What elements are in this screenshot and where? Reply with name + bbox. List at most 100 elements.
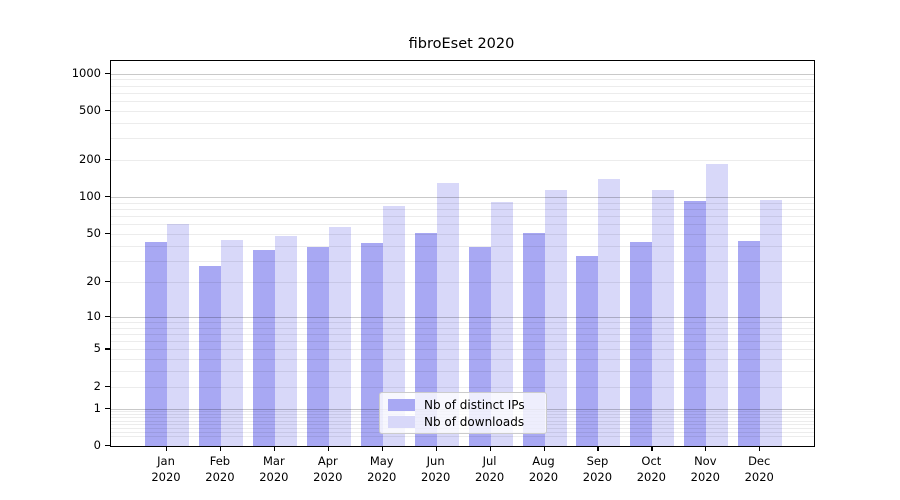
- legend: Nb of distinct IPs Nb of downloads: [379, 392, 547, 434]
- y-axis-tick: [105, 280, 110, 283]
- legend-swatch-downloads: [388, 415, 415, 428]
- y-axis-tick-label: 5: [93, 341, 101, 356]
- plot-area: [110, 60, 815, 447]
- bar-distinct-ips: [684, 201, 707, 446]
- y-axis-tick: [105, 407, 110, 409]
- gridline-minor: [111, 386, 814, 388]
- legend-item-distinct-ips: Nb of distinct IPs: [388, 398, 538, 412]
- x-axis-tick: [543, 446, 545, 451]
- gridline-minor: [111, 359, 814, 361]
- y-axis-tick-label: 10: [86, 308, 101, 323]
- y-axis-tick: [105, 159, 110, 161]
- y-axis-tick-label: 100: [79, 189, 101, 204]
- x-axis-tick-label: May 2020: [367, 454, 397, 484]
- x-axis-tick: [705, 446, 707, 451]
- y-axis-tick-label: 0: [93, 438, 101, 452]
- x-axis-tick: [327, 446, 329, 451]
- gridline-minor: [111, 245, 814, 247]
- bar-downloads: [706, 164, 729, 446]
- gridline-minor: [111, 160, 814, 162]
- gridline-minor: [111, 436, 814, 438]
- y-axis-tick-label: 200: [79, 152, 101, 167]
- bar-downloads: [382, 205, 405, 446]
- y-axis-tick: [105, 348, 110, 350]
- x-axis-tick-label: Aug 2020: [528, 454, 559, 484]
- y-axis-tick: [105, 233, 110, 235]
- x-axis-tick-label: Dec 2020: [744, 454, 774, 484]
- x-axis-tick: [273, 446, 276, 451]
- y-axis-tick-label: 500: [79, 102, 101, 117]
- x-axis-tick-label: Jan 2020: [151, 454, 181, 484]
- bar-distinct-ips: [252, 249, 275, 446]
- y-axis-tick-label: 2: [93, 378, 101, 393]
- y-axis-tick: [105, 315, 110, 317]
- y-axis-tick-label: 1: [93, 400, 101, 415]
- x-axis-tick: [489, 446, 491, 451]
- legend-swatch-distinct-ips: [388, 398, 415, 411]
- gridline-minor: [111, 260, 814, 262]
- x-axis-tick: [597, 446, 599, 451]
- bar-distinct-ips: [198, 266, 221, 446]
- gridline-minor: [111, 327, 814, 329]
- x-axis-tick-label: Apr 2020: [313, 454, 343, 484]
- bar-downloads: [652, 190, 675, 446]
- x-axis-tick-label: Sep 2020: [582, 454, 613, 484]
- bar-distinct-ips: [738, 240, 761, 446]
- bar-downloads: [436, 183, 459, 446]
- x-axis-tick: [381, 446, 383, 451]
- gridline-minor: [111, 138, 814, 140]
- bar-distinct-ips: [145, 242, 167, 446]
- gridline-minor: [111, 341, 814, 343]
- y-axis-tick: [105, 196, 110, 198]
- x-axis-tick: [435, 446, 437, 451]
- y-axis-tick-label: 50: [86, 226, 101, 241]
- x-axis-tick-label: Nov 2020: [690, 454, 720, 484]
- gridline-minor: [111, 122, 814, 124]
- y-axis-tick: [105, 72, 110, 74]
- gridline-minor: [111, 101, 814, 103]
- x-axis-tick: [759, 446, 761, 451]
- gridline-minor: [111, 321, 814, 323]
- legend-label-downloads: Nb of downloads: [424, 414, 525, 429]
- bar-downloads: [490, 202, 513, 446]
- gridline-minor: [111, 349, 814, 351]
- bar-downloads: [328, 227, 351, 446]
- gridline-minor: [111, 85, 814, 87]
- y-axis-tick-label: 1000: [71, 65, 101, 80]
- gridline-minor: [111, 281, 814, 283]
- gridline-major: [111, 197, 814, 199]
- bar-downloads: [167, 223, 189, 446]
- x-axis-tick: [166, 446, 168, 451]
- y-axis-tick: [105, 385, 110, 387]
- bar-downloads: [760, 200, 783, 446]
- y-axis-tick: [105, 109, 110, 112]
- bar-downloads: [220, 239, 243, 446]
- bar-distinct-ips: [576, 255, 599, 446]
- y-axis-tick: [105, 445, 110, 447]
- gridline-minor: [111, 79, 814, 81]
- chart-title: fibroEset 2020: [408, 36, 515, 52]
- bar-distinct-ips: [630, 242, 653, 446]
- legend-item-downloads: Nb of downloads: [388, 415, 538, 429]
- bar-distinct-ips: [360, 243, 383, 446]
- y-axis-tick-label: 20: [86, 273, 101, 288]
- x-axis-tick-label: Jun 2020: [421, 454, 451, 484]
- bar-downloads: [598, 179, 621, 446]
- x-axis-tick-label: Oct 2020: [636, 454, 666, 484]
- bar-downloads: [544, 189, 567, 446]
- bar-distinct-ips: [306, 247, 329, 446]
- gridline-minor: [111, 92, 814, 94]
- gridline-minor: [111, 224, 814, 226]
- gridline-minor: [111, 202, 814, 204]
- x-axis-tick-label: Feb 2020: [205, 454, 235, 484]
- x-axis-tick: [219, 446, 222, 451]
- legend-label-distinct-ips: Nb of distinct IPs: [424, 397, 525, 412]
- gridline-minor: [111, 216, 814, 218]
- gridline-major: [111, 316, 814, 318]
- x-axis-tick-label: Mar 2020: [259, 454, 289, 484]
- gridline-minor: [111, 234, 814, 236]
- gridline-minor: [111, 371, 814, 373]
- gridline-major: [111, 73, 814, 75]
- gridline-minor: [111, 333, 814, 335]
